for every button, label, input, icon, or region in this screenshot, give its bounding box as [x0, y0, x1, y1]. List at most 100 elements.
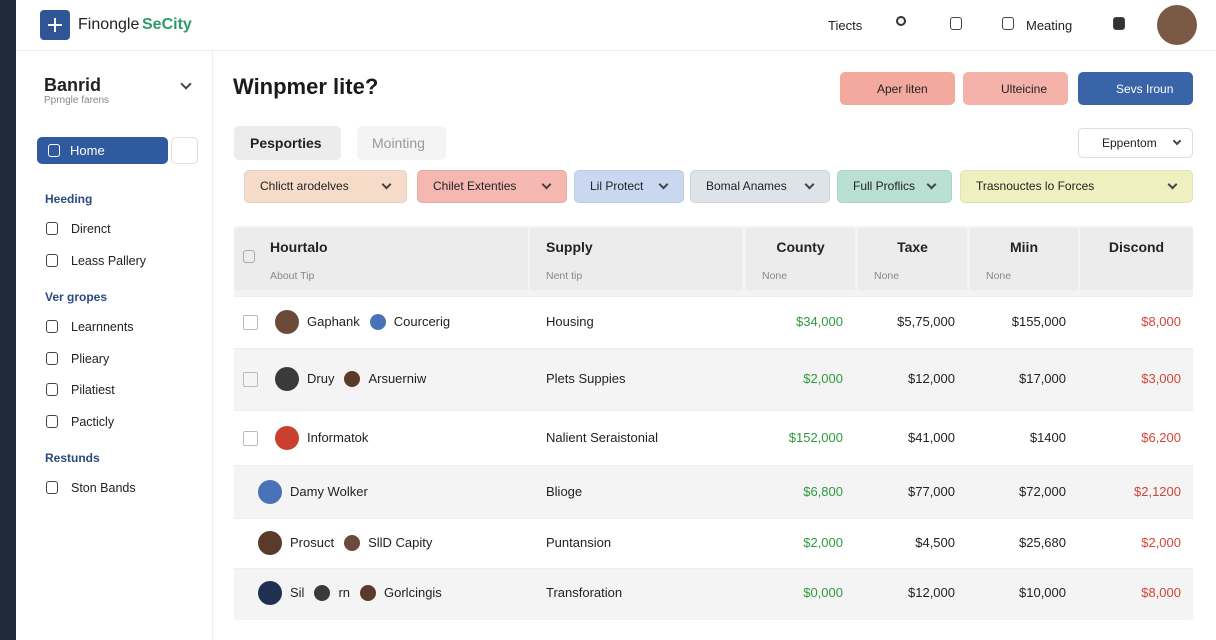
select-all[interactable]	[243, 250, 255, 263]
row-checkbox[interactable]	[243, 430, 258, 446]
column-title[interactable]: Hourtalo	[270, 239, 328, 255]
dropdown[interactable]	[1078, 128, 1193, 158]
filter-chip[interactable]	[244, 170, 407, 203]
cell-text: Puntansion	[546, 535, 612, 550]
column-title[interactable]: Countу	[776, 239, 825, 255]
cell-amount: $5,75,000	[897, 314, 955, 329]
button[interactable]	[1078, 72, 1193, 105]
home-button[interactable]	[37, 137, 168, 164]
person-name[interactable]: SllD Capity	[368, 535, 433, 550]
table-row	[234, 568, 1193, 619]
user-avatar[interactable]	[1157, 5, 1197, 45]
header-cell	[858, 228, 967, 290]
sidebar-item[interactable]: Plieary	[71, 351, 110, 366]
tab-label[interactable]: Pesporties	[250, 135, 322, 151]
table-row	[234, 296, 1193, 349]
avatar	[258, 581, 282, 605]
item-icon	[46, 481, 58, 494]
item-icon	[46, 222, 58, 235]
header-cell	[970, 228, 1078, 290]
brand-accent: SeCity	[142, 16, 192, 33]
left-strip	[0, 0, 16, 640]
avatar	[344, 535, 361, 551]
tab-label[interactable]: Mointing	[372, 135, 425, 151]
button[interactable]	[963, 72, 1068, 105]
filter-label[interactable]: Chilet Extenties	[433, 179, 517, 193]
cell-amount: $25,680	[1019, 535, 1066, 550]
cell-amount: $12,000	[908, 371, 955, 386]
nav-link[interactable]: Meating	[1026, 18, 1073, 33]
cell-amount: $12,000	[908, 585, 955, 600]
sidebar-item[interactable]: Pacticly	[71, 414, 115, 429]
filter-label[interactable]: Bomal Anames	[706, 179, 787, 193]
top-bar	[16, 0, 1216, 51]
home-label[interactable]: Home	[70, 143, 105, 158]
person-name[interactable]: rn	[338, 585, 351, 600]
cell-amount: $72,000	[1019, 483, 1066, 499]
row-checkbox[interactable]	[243, 372, 258, 387]
item-icon	[46, 253, 58, 267]
menu-icon[interactable]	[1113, 17, 1125, 30]
column-title[interactable]: Discond	[1108, 239, 1165, 255]
tab[interactable]	[357, 126, 446, 160]
column-filter[interactable]: Nent tip	[546, 270, 583, 282]
filter-label[interactable]: Chlictt arodelves	[260, 179, 349, 193]
sidebar-item[interactable]: Pilatiest	[71, 383, 115, 397]
person-name[interactable]: Courcerig	[393, 314, 451, 329]
person-name[interactable]: Prosuct	[290, 535, 335, 550]
nav-link[interactable]: Tiects	[828, 18, 863, 33]
sidebar-item[interactable]: Ston Bands	[71, 481, 136, 495]
cell-amount: $6,200	[1141, 429, 1181, 445]
filter-label[interactable]: Trasnouctes lo Forces	[976, 179, 1095, 193]
sidebar-action[interactable]	[171, 137, 198, 164]
person-name[interactable]: Gorlcingis	[384, 585, 442, 600]
item-icon	[46, 351, 58, 365]
column-title[interactable]: Taxe	[897, 239, 928, 255]
column-title[interactable]: Supply	[546, 239, 593, 255]
row-checkbox[interactable]	[243, 315, 258, 330]
cell-amount: $10,000	[1019, 585, 1066, 600]
column-filter[interactable]: None	[762, 270, 788, 282]
sidebar-item[interactable]: Leass Pallery	[71, 253, 147, 268]
column-filter[interactable]: None	[986, 270, 1012, 282]
home-icon	[48, 144, 60, 157]
button-label[interactable]: Sevs Iroun	[1116, 82, 1174, 96]
avatar	[258, 531, 282, 555]
column-filter[interactable]: About Tip	[270, 270, 315, 282]
button-label[interactable]: Aper liten	[877, 82, 928, 96]
column-filter[interactable]: None	[874, 270, 900, 282]
header-cell	[746, 228, 855, 290]
tab-active[interactable]	[234, 126, 341, 160]
column-title[interactable]: Miin	[1010, 239, 1038, 255]
filter-chip[interactable]	[960, 170, 1193, 203]
cell-amount: $2,1200	[1134, 483, 1181, 499]
table-row	[234, 410, 1193, 466]
filter-chip[interactable]	[417, 170, 567, 203]
filter-chip[interactable]	[837, 170, 952, 203]
button-label[interactable]: Ulteicine	[1001, 82, 1048, 96]
filter-chip[interactable]	[574, 170, 684, 203]
filter-label[interactable]: Full Proflics	[853, 179, 916, 193]
dropdown-label[interactable]: Eppentom	[1102, 136, 1157, 150]
section-heading: Ver gropes	[45, 290, 108, 304]
sidebar-item[interactable]: Learnnents	[71, 320, 134, 334]
person-name[interactable]: Sil	[290, 585, 305, 600]
person-name[interactable]: Damy Wolker	[290, 483, 368, 499]
share-icon[interactable]	[896, 16, 906, 26]
filter-chip[interactable]	[690, 170, 830, 203]
button[interactable]	[840, 72, 955, 105]
section-heading: Heeding	[45, 192, 93, 206]
header-cell	[234, 228, 528, 290]
person-name[interactable]: Informatok	[307, 429, 369, 445]
person-name[interactable]: Druy	[307, 371, 335, 386]
person-name[interactable]: Arsuerniw	[368, 371, 427, 386]
cell-amount: $2,000	[1141, 535, 1181, 550]
brand: Finongle	[78, 16, 140, 33]
filter-label[interactable]: Lil Protect	[590, 179, 644, 193]
person-name[interactable]: Gaphank	[307, 314, 360, 329]
home-icon[interactable]	[950, 17, 962, 30]
cell-amount: $0,000	[803, 585, 843, 600]
sidebar-item[interactable]: Direnct	[71, 222, 111, 236]
page-title: Winpmer lite?	[233, 74, 379, 99]
